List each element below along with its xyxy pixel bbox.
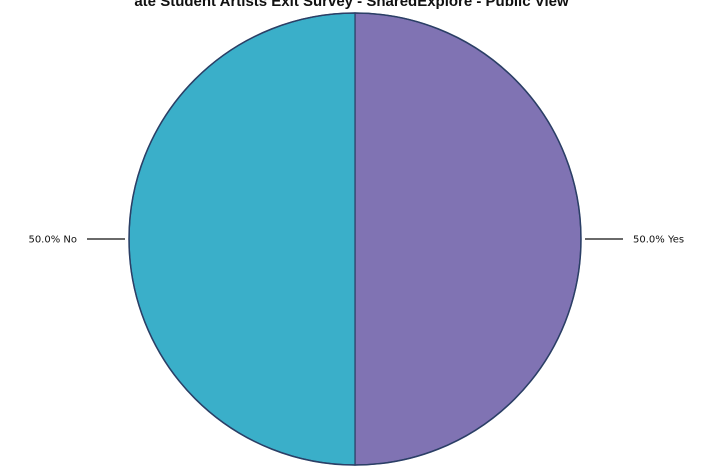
pie-slice-no	[128, 12, 356, 466]
chart-title: ate Student Artists Exit Survey - Shared…	[134, 0, 569, 10]
pie-outline	[128, 12, 582, 466]
slice-label-no: 50.0% No	[28, 235, 77, 246]
slice-label-yes: 50.0% Yes	[633, 235, 684, 246]
pie-slice-yes	[354, 12, 582, 466]
